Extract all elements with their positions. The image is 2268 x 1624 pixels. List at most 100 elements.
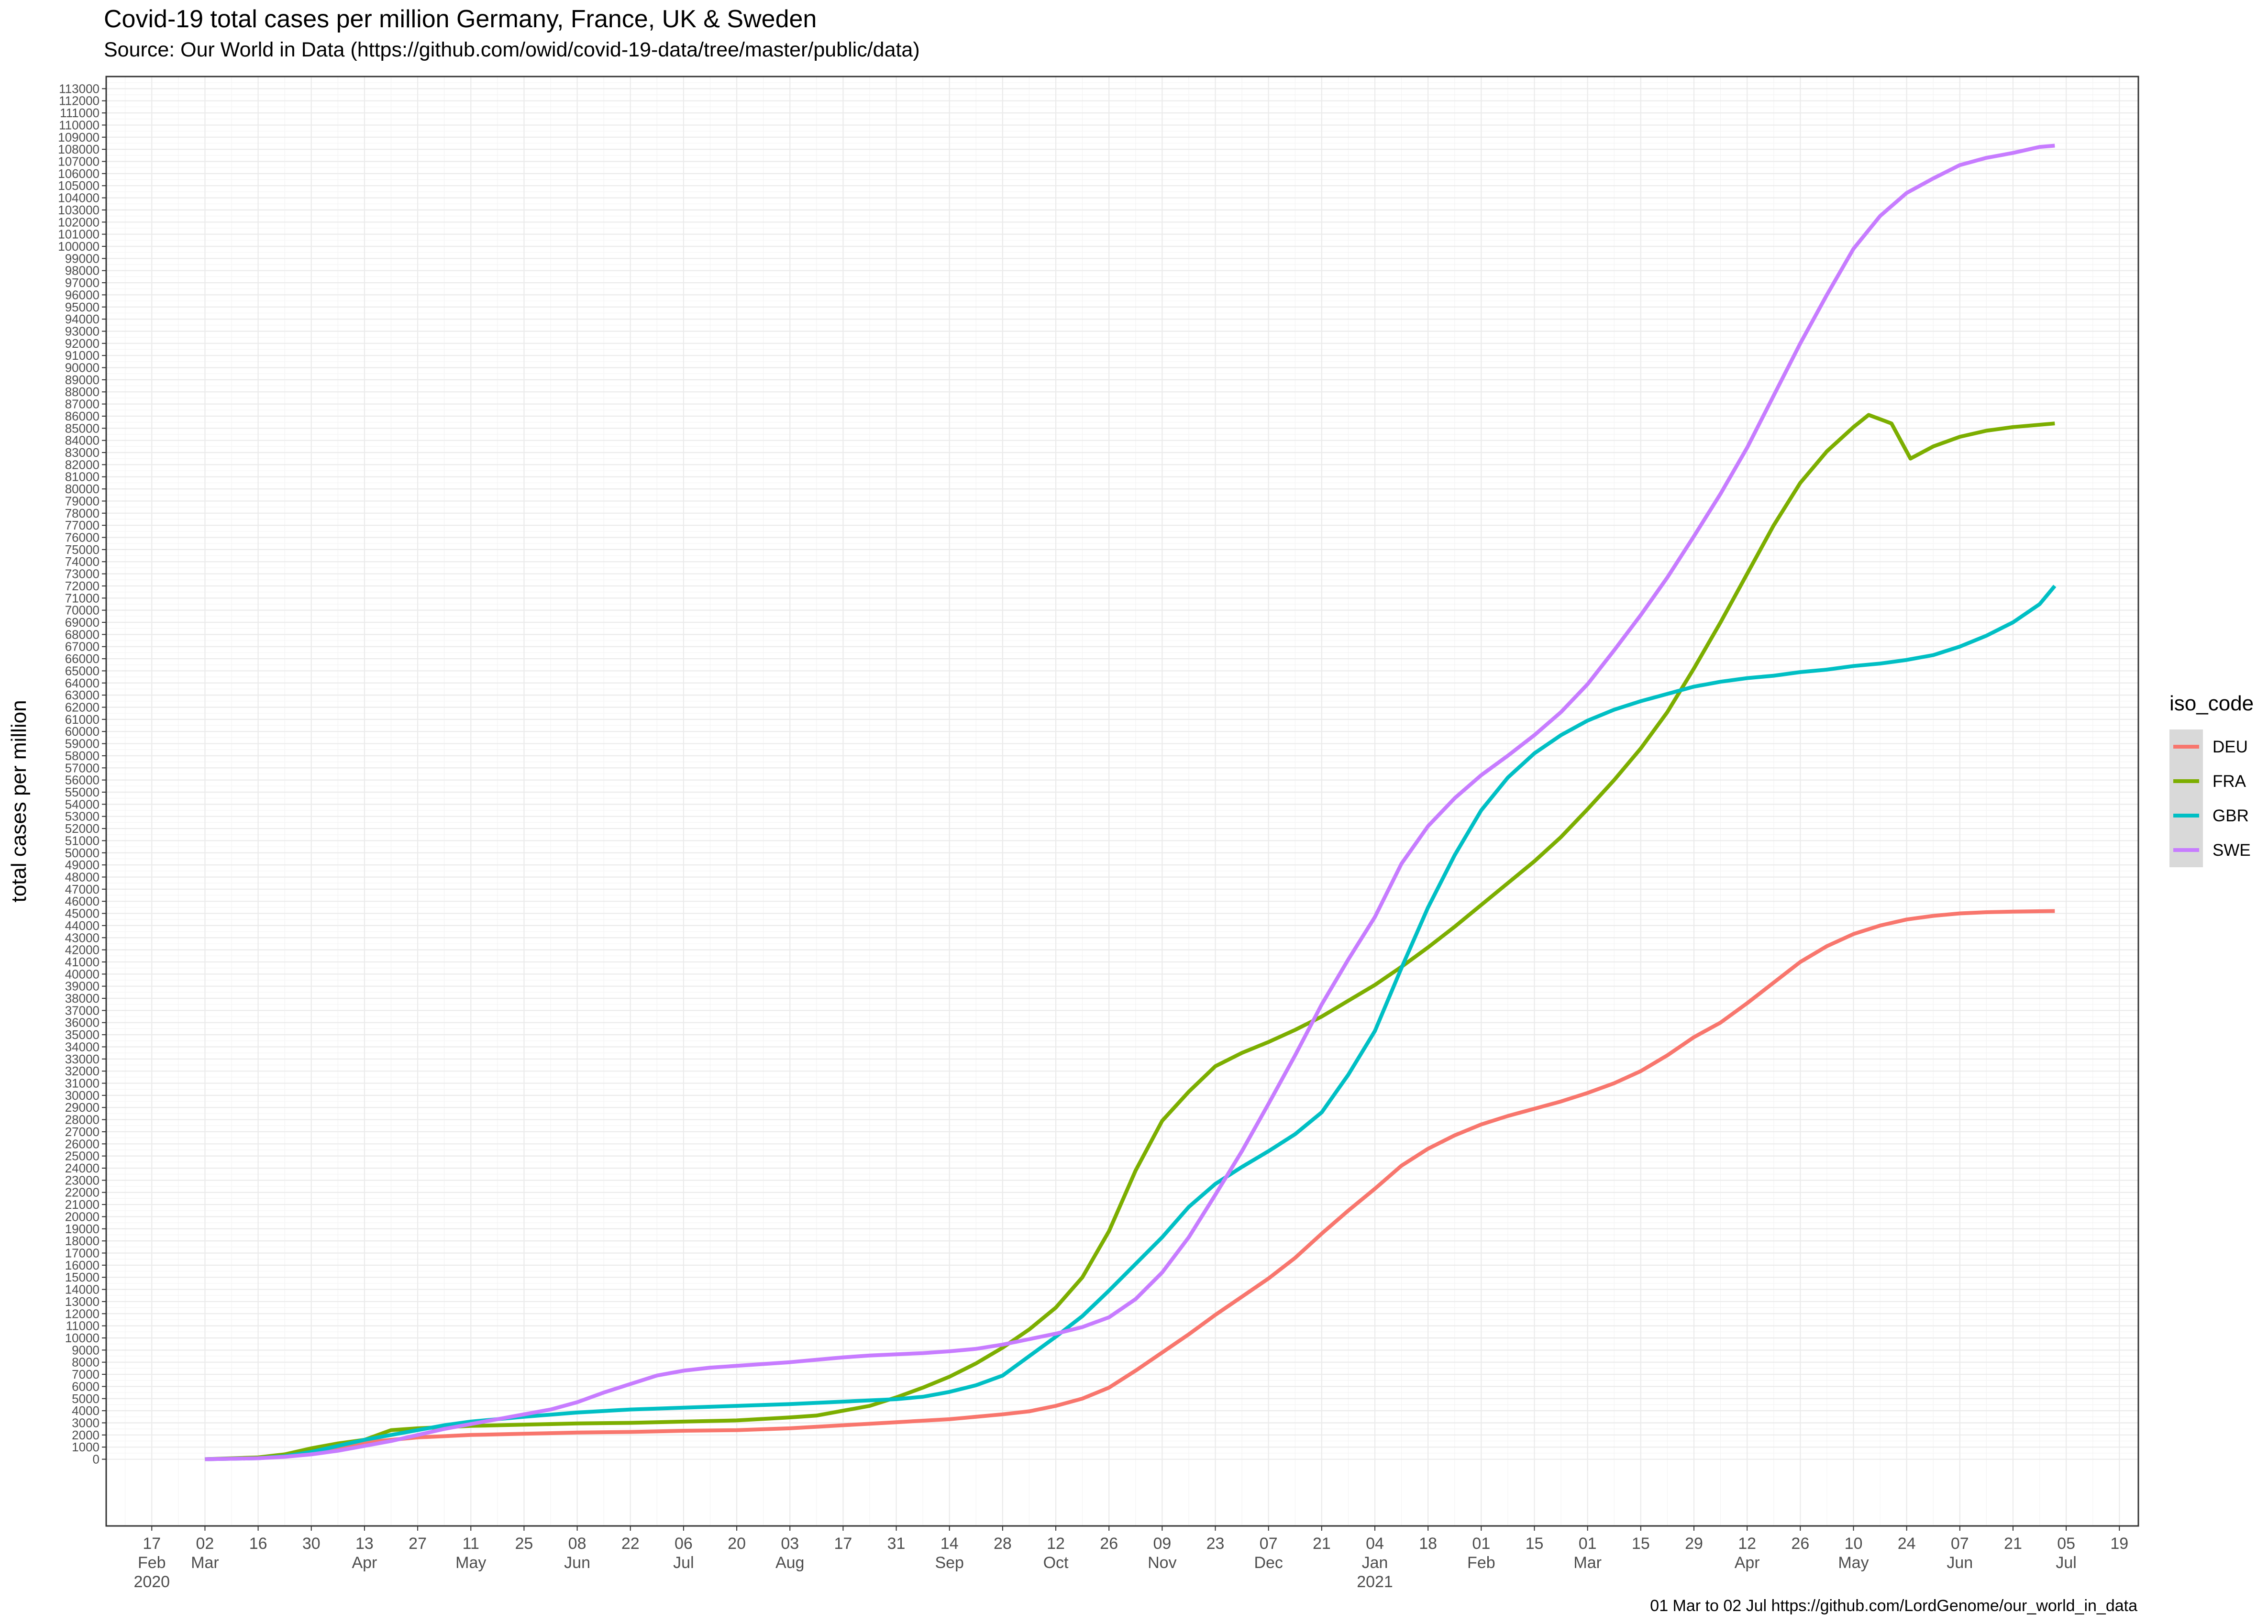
y-tick-label: 79000	[65, 494, 100, 508]
y-tick-label: 7000	[72, 1367, 100, 1381]
y-tick-label: 112000	[59, 94, 100, 108]
y-tick-label: 6000	[72, 1379, 100, 1393]
x-tick-label: 05 Jul	[2056, 1535, 2076, 1572]
legend: iso_code DEU FRA GBR SWE	[2169, 692, 2254, 867]
x-tick-label: 31	[887, 1535, 906, 1553]
y-tick-label: 40000	[65, 967, 100, 981]
y-tick-label: 25000	[65, 1149, 100, 1163]
y-tick-label: 94000	[65, 312, 100, 326]
chart-caption: 01 Mar to 02 Jul https://github.com/Lord…	[1650, 1597, 2137, 1615]
y-tick-label: 59000	[65, 737, 100, 751]
y-tick-label: 70000	[65, 603, 100, 618]
x-tick-label: 23	[1206, 1535, 1225, 1553]
y-tick-label: 11000	[66, 1319, 100, 1333]
y-tick-label: 48000	[65, 870, 100, 884]
x-tick-label: 16	[249, 1535, 267, 1553]
x-tick-label: 03 Aug	[775, 1535, 805, 1572]
y-tick-label: 50000	[65, 846, 100, 860]
y-tick-label: 78000	[65, 506, 100, 520]
x-tick-label: 20	[728, 1535, 746, 1553]
y-tick-label: 95000	[65, 300, 100, 314]
y-tick-label: 80000	[65, 482, 100, 496]
legend-label: GBR	[2213, 806, 2249, 825]
y-tick-label: 65000	[65, 663, 100, 678]
x-tick-label: 08 Jun	[564, 1535, 590, 1572]
x-tick-label: 01 Feb	[1467, 1535, 1495, 1572]
y-tick-label: 19000	[65, 1222, 100, 1236]
y-tick-label: 52000	[65, 821, 100, 836]
y-tick-label: 72000	[65, 579, 100, 593]
y-tick-label: 82000	[65, 457, 100, 472]
y-axis: 0100020003000400050006000700080009000100…	[58, 81, 106, 1467]
chart-subtitle: Source: Our World in Data (https://githu…	[104, 38, 920, 61]
y-tick-label: 51000	[65, 833, 100, 848]
y-tick-label: 56000	[65, 773, 100, 787]
y-tick-label: 81000	[65, 470, 100, 484]
y-tick-label: 32000	[65, 1064, 100, 1078]
x-tick-label: 29	[1685, 1535, 1703, 1553]
y-tick-label: 85000	[65, 421, 100, 435]
x-tick-label: 22	[621, 1535, 640, 1553]
y-tick-label: 1000	[72, 1440, 100, 1454]
x-tick-label: 04 Jan 2021	[1357, 1535, 1393, 1591]
x-tick-label: 30	[302, 1535, 321, 1553]
y-tick-label: 64000	[65, 676, 100, 690]
x-tick-label: 27	[409, 1535, 427, 1553]
x-tick-label: 15	[1632, 1535, 1650, 1553]
y-tick-label: 8000	[72, 1355, 100, 1370]
y-tick-label: 98000	[65, 264, 100, 278]
y-tick-label: 13000	[65, 1294, 100, 1309]
x-tick-label: 01 Mar	[1573, 1535, 1602, 1572]
x-tick-label: 18	[1419, 1535, 1437, 1553]
y-tick-label: 55000	[65, 785, 100, 799]
series-line-swe	[205, 144, 2055, 1461]
y-tick-label: 18000	[65, 1234, 100, 1248]
y-tick-label: 4000	[72, 1403, 100, 1418]
x-tick-label: 07 Dec	[1254, 1535, 1283, 1572]
x-tick-label: 10 May	[1838, 1535, 1869, 1572]
y-tick-label: 43000	[65, 930, 100, 945]
y-tick-label: 16000	[65, 1258, 100, 1272]
y-tick-label: 57000	[65, 761, 100, 775]
y-tick-label: 26000	[65, 1137, 100, 1151]
y-tick-label: 110000	[59, 118, 100, 132]
y-tick-label: 37000	[65, 1003, 100, 1017]
y-tick-label: 27000	[65, 1125, 100, 1139]
chart-title: Covid-19 total cases per million Germany…	[104, 5, 817, 33]
y-tick-label: 67000	[65, 640, 100, 654]
y-tick-label: 89000	[65, 373, 100, 387]
y-tick-label: 20000	[65, 1209, 100, 1224]
x-tick-label: 15	[1526, 1535, 1544, 1553]
y-tick-label: 12000	[65, 1306, 100, 1321]
x-tick-label: 21	[1313, 1535, 1331, 1553]
y-tick-label: 107000	[58, 154, 100, 168]
y-tick-label: 38000	[65, 991, 100, 1005]
y-tick-label: 73000	[65, 567, 100, 581]
legend-label: SWE	[2213, 841, 2251, 860]
x-tick-label: 24	[1898, 1535, 1916, 1553]
y-tick-label: 104000	[58, 191, 100, 205]
y-tick-label: 74000	[65, 554, 100, 569]
x-tick-label: 12 Oct	[1043, 1535, 1069, 1572]
y-tick-label: 93000	[65, 324, 100, 338]
y-tick-label: 49000	[65, 858, 100, 872]
x-tick-label: 17 Feb 2020	[133, 1535, 170, 1591]
y-tick-label: 36000	[65, 1016, 100, 1030]
x-tick-label: 06 Jul	[673, 1535, 694, 1572]
y-tick-label: 2000	[72, 1428, 100, 1442]
y-tick-label: 102000	[58, 215, 100, 229]
y-tick-label: 21000	[65, 1197, 100, 1212]
x-tick-label: 21	[2004, 1535, 2022, 1553]
y-tick-label: 28000	[65, 1113, 100, 1127]
y-tick-label: 100000	[58, 239, 100, 254]
y-tick-label: 97000	[65, 276, 100, 290]
x-tick-label: 26	[1100, 1535, 1118, 1553]
y-tick-label: 63000	[65, 688, 100, 702]
y-tick-label: 41000	[65, 955, 100, 969]
y-tick-label: 9000	[72, 1343, 100, 1357]
y-tick-label: 33000	[65, 1052, 100, 1066]
y-tick-label: 108000	[58, 142, 100, 156]
y-tick-label: 109000	[58, 130, 100, 144]
y-tick-label: 111000	[60, 106, 100, 120]
